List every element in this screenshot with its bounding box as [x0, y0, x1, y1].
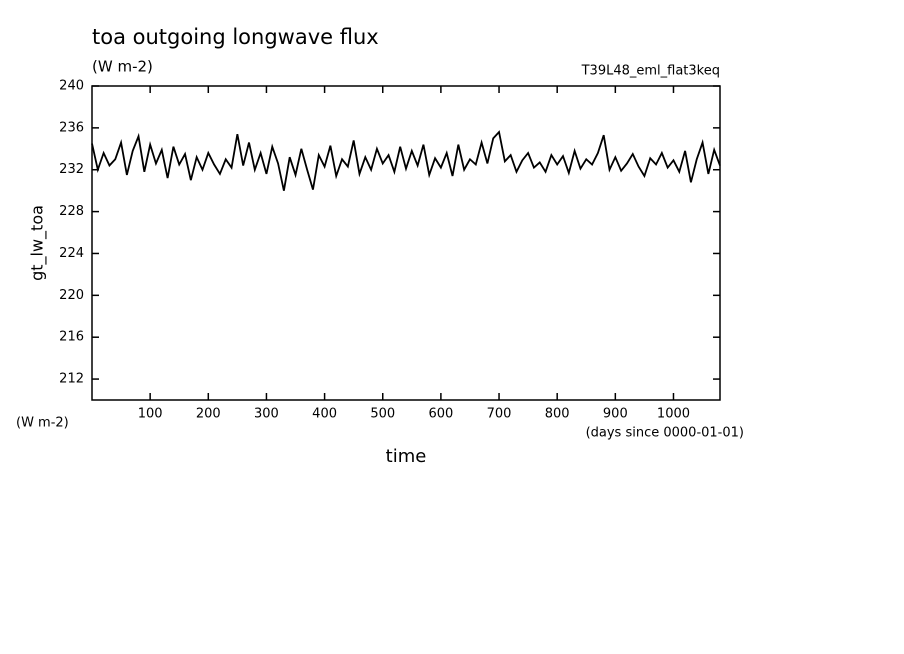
y-tick-label: 212	[59, 372, 84, 387]
x-tick-label: 300	[254, 407, 279, 422]
x-tick-label: 600	[428, 407, 453, 422]
x-tick-label: 500	[370, 407, 395, 422]
x-tick-label: 400	[312, 407, 337, 422]
y-tick-label: 240	[59, 79, 84, 94]
run-label: T39L48_eml_flat3keq	[581, 64, 720, 79]
y-tick-label: 228	[59, 204, 84, 219]
y-tick-label: 224	[59, 246, 84, 261]
x-tick-label: 900	[603, 407, 628, 422]
y-unit: (W m-2)	[16, 416, 69, 431]
x-tick-label: 700	[487, 407, 512, 422]
y-tick-label: 236	[59, 120, 84, 135]
chart-title: toa outgoing longwave flux	[92, 25, 379, 49]
data-line	[91, 130, 721, 191]
y-tick-label: 220	[59, 288, 84, 303]
x-tick-label: 100	[138, 407, 163, 422]
x-unit: (days since 0000-01-01)	[586, 426, 744, 441]
y-axis-label: gt_lw_toa	[28, 205, 48, 281]
y-tick-label: 216	[59, 330, 84, 345]
x-tick-label: 800	[545, 407, 570, 422]
x-axis-label: time	[386, 446, 427, 467]
subtitle: (W m-2)	[92, 58, 153, 76]
y-tick-label: 232	[59, 162, 84, 177]
x-tick-label: 200	[196, 407, 221, 422]
x-tick-label: 1000	[657, 407, 690, 422]
plot-frame	[91, 85, 721, 401]
